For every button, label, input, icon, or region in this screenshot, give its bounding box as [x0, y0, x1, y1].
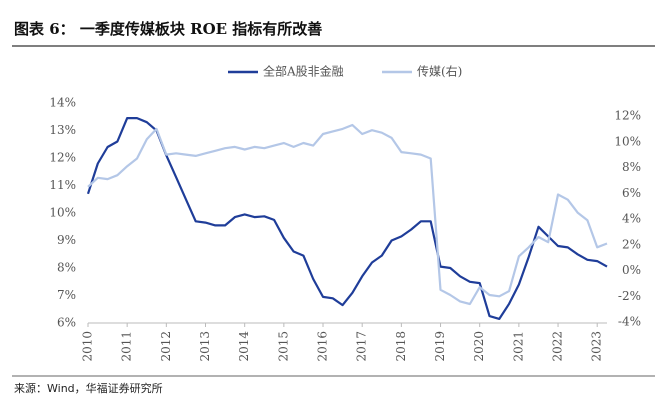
y2-tick-label: 10% [614, 134, 641, 148]
y2-tick-label: 8% [622, 160, 641, 174]
y-tick-label: 7% [57, 288, 76, 302]
legend-label: 传媒(右) [417, 64, 462, 79]
y2-tick-label: -4% [618, 315, 641, 329]
source: 来源：Wind，华福证券研究所 [14, 381, 163, 395]
x-tick-label: 2015 [276, 331, 290, 362]
x-tick-label: 2011 [120, 331, 134, 362]
x-tick-label: 2014 [237, 331, 251, 362]
y-tick-label: 14% [49, 96, 76, 110]
y2-tick-label: 0% [622, 263, 641, 277]
y-tick-label: 6% [57, 316, 76, 330]
y2-tick-label: 12% [614, 109, 641, 123]
y2-tick-label: 6% [622, 186, 641, 200]
y2-tick-label: 2% [622, 237, 641, 251]
x-tick-label: 2019 [433, 331, 447, 362]
x-tick-label: 2022 [551, 331, 565, 362]
legend-label: 全部A股非金融 [263, 64, 344, 79]
y-tick-label: 13% [49, 123, 76, 137]
y-tick-label: 9% [57, 233, 76, 247]
x-tick-label: 2020 [472, 331, 486, 362]
x-tick-label: 2018 [394, 331, 408, 362]
x-tick-label: 2016 [316, 331, 330, 362]
series-line [86, 117, 608, 320]
y-tick-label: 8% [57, 261, 76, 275]
x-tick-label: 2012 [159, 331, 173, 362]
x-tick-label: 2023 [590, 331, 604, 362]
y-tick-label: 10% [49, 206, 76, 220]
chart-title: 图表 6： 一季度传媒板块 ROE 指标有所改善 [14, 20, 322, 38]
y-tick-label: 11% [49, 178, 76, 192]
y2-tick-label: 4% [622, 212, 641, 226]
series-line [87, 123, 608, 306]
x-tick-label: 2017 [355, 331, 369, 362]
x-tick-label: 2010 [81, 331, 95, 362]
x-tick-label: 2013 [198, 331, 212, 362]
y2-tick-label: -2% [618, 289, 641, 303]
x-tick-label: 2021 [511, 331, 525, 362]
y-tick-label: 12% [49, 151, 76, 165]
